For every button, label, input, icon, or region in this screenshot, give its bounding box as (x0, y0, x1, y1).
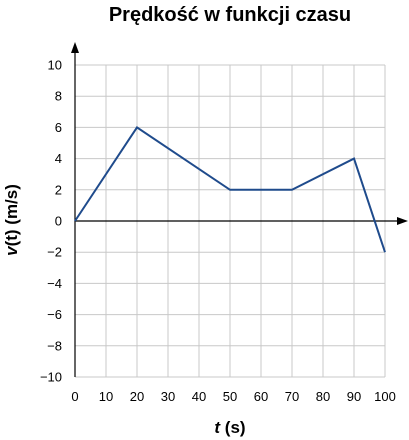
series-line (74, 126, 386, 253)
y-tick-label: 10 (48, 58, 62, 73)
y-tick-label: 0 (55, 214, 62, 229)
y-axis-arrow (71, 42, 79, 53)
y-tick-label: 2 (55, 182, 62, 197)
chart-title: Prędkość w funkcji czasu (109, 4, 351, 26)
y-axis-label-rest: (t) (m/s) (2, 184, 21, 246)
y-tick-label: −6 (47, 307, 62, 322)
x-tick-label: 40 (192, 389, 206, 404)
x-tick-label: 20 (130, 389, 144, 404)
x-tick-label: 50 (223, 389, 237, 404)
y-tick-label: −2 (47, 245, 62, 260)
x-axis-arrow (397, 217, 408, 225)
y-tick-label: 6 (55, 120, 62, 135)
x-tick-label: 80 (316, 389, 330, 404)
x-tick-label: 30 (161, 389, 175, 404)
y-axis-label: v(t) (m/s) (2, 184, 21, 256)
x-tick-label: 10 (99, 389, 113, 404)
y-tick-label: −8 (47, 338, 62, 353)
y-tick-label: 8 (55, 89, 62, 104)
x-tick-label: 0 (71, 389, 78, 404)
y-axis-label-var: v (2, 245, 21, 256)
axes (71, 42, 408, 377)
grid (74, 64, 386, 378)
x-tick-label: 60 (254, 389, 268, 404)
series (74, 126, 386, 253)
x-tick-label: 90 (347, 389, 361, 404)
x-axis-label-unit: (s) (220, 418, 246, 437)
y-tick-label: 4 (55, 151, 62, 166)
x-axis-label: t (s) (214, 418, 245, 437)
x-axis-label-var: t (214, 418, 221, 437)
x-tick-label: 70 (285, 389, 299, 404)
x-tick-label: 100 (374, 389, 396, 404)
y-tick-label: −4 (47, 276, 62, 291)
y-tick-label: −10 (40, 370, 62, 385)
